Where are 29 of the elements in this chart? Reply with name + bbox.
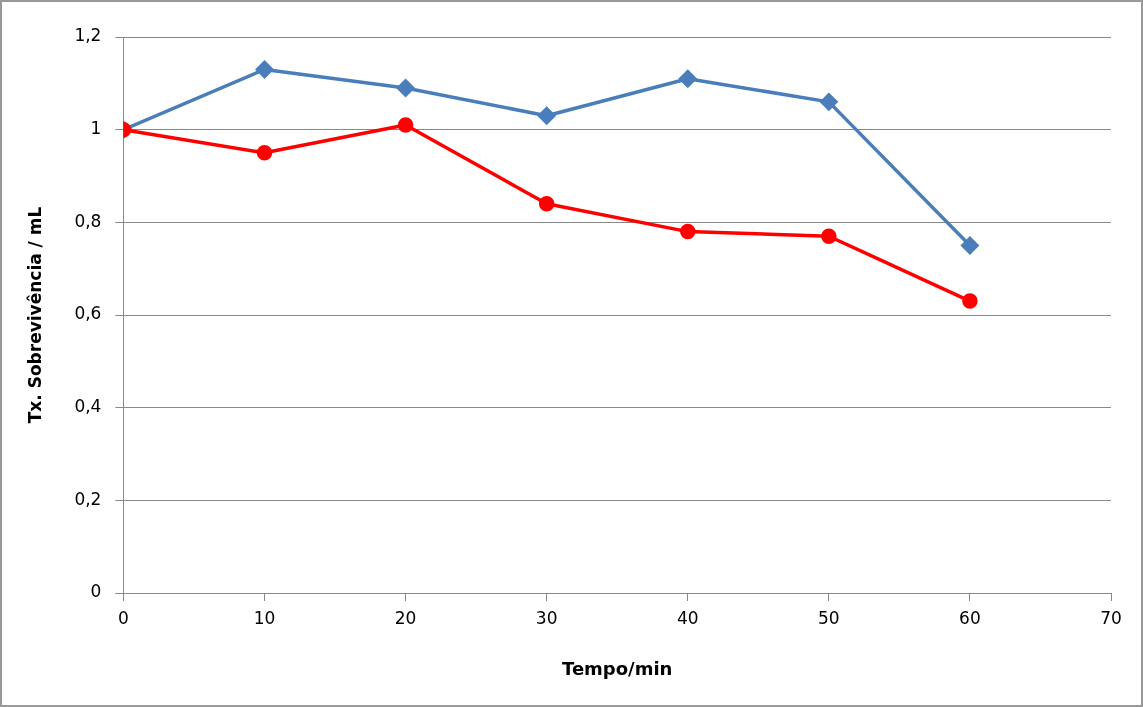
y-tick-label: 1 [90, 118, 102, 139]
point [396, 79, 415, 97]
point [537, 107, 556, 125]
y-tick-label: 1,2 [74, 25, 102, 46]
y-tick-label: 0,6 [74, 303, 102, 324]
x-tick-label: 10 [253, 607, 276, 628]
x-tick-label: 40 [676, 607, 699, 628]
x-tick-label: 60 [959, 607, 981, 628]
point [256, 145, 273, 161]
x-tick-label: 50 [818, 607, 840, 628]
point [680, 223, 696, 240]
point [820, 93, 838, 111]
x-tick-label: 0 [118, 607, 129, 628]
x-axis-title: Tempo/min [562, 657, 673, 679]
point [679, 69, 697, 88]
x-tick-label: 30 [535, 607, 558, 628]
y-tick-label: 0 [90, 581, 102, 602]
y-tick-label: 0,2 [74, 488, 102, 509]
point [538, 196, 555, 212]
point [962, 293, 978, 309]
x-tick-label: 70 [1100, 607, 1122, 628]
point [397, 117, 414, 133]
y-tick-label: 0,4 [74, 396, 102, 417]
y-axis-title: Tx. Sobrevivência / mL [24, 206, 45, 424]
point [821, 228, 837, 244]
point [961, 236, 979, 255]
y-tick-label: 0,8 [74, 210, 102, 231]
point [255, 60, 274, 79]
x-tick-label: 20 [394, 607, 417, 628]
